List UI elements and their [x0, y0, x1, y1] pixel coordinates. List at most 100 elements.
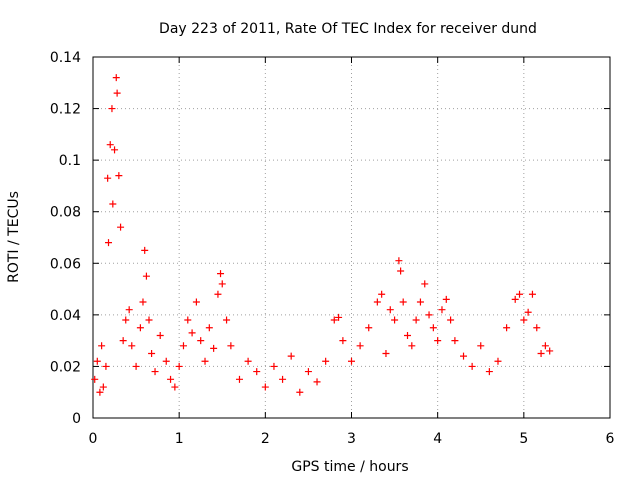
data-point — [404, 331, 412, 339]
data-point — [270, 362, 278, 370]
data-point — [386, 306, 394, 314]
x-tick-label: 0 — [89, 431, 98, 447]
data-point — [416, 298, 424, 306]
chart-title: Day 223 of 2011, Rate Of TEC Index for r… — [159, 21, 537, 37]
data-point — [322, 357, 330, 365]
data-point — [335, 313, 343, 321]
data-point — [111, 146, 119, 154]
data-point — [447, 316, 455, 324]
data-point — [175, 362, 183, 370]
data-point — [106, 141, 114, 149]
y-tick-label: 0.08 — [50, 205, 81, 221]
data-point — [356, 342, 364, 350]
data-point — [217, 270, 225, 278]
y-tick-label: 0.1 — [59, 153, 81, 169]
data-point — [451, 337, 459, 345]
data-point — [99, 383, 107, 391]
data-point — [485, 368, 493, 376]
data-point — [279, 375, 287, 383]
data-point — [429, 324, 437, 332]
data-point — [162, 357, 170, 365]
data-point — [102, 362, 110, 370]
data-point — [142, 272, 150, 280]
data-point — [296, 388, 304, 396]
data-point — [391, 316, 399, 324]
data-point — [139, 298, 147, 306]
data-point — [412, 316, 420, 324]
data-point — [167, 375, 175, 383]
x-tick-label: 2 — [261, 431, 270, 447]
data-point — [136, 324, 144, 332]
data-point — [373, 298, 381, 306]
data-point — [520, 316, 528, 324]
data-point — [122, 316, 130, 324]
x-axis-label: GPS time / hours — [291, 459, 408, 475]
data-point — [397, 267, 405, 275]
y-tick-label: 0.14 — [50, 50, 81, 66]
x-tick-labels: 0 1 2 3 4 5 6 — [89, 431, 615, 447]
data-point — [141, 246, 149, 254]
data-point — [287, 352, 295, 360]
data-point — [494, 357, 502, 365]
x-tick-label: 3 — [347, 431, 356, 447]
data-point — [109, 200, 117, 208]
data-point — [227, 342, 235, 350]
y-tick-label: 0.06 — [50, 256, 81, 272]
data-point — [511, 295, 519, 303]
data-point — [399, 298, 407, 306]
data-point — [339, 337, 347, 345]
data-point — [113, 89, 121, 97]
x-tick-label: 1 — [175, 431, 184, 447]
data-point — [533, 324, 541, 332]
data-point — [218, 280, 226, 288]
data-point — [112, 74, 120, 82]
data-point — [105, 239, 113, 247]
data-point — [197, 337, 205, 345]
data-point — [119, 337, 127, 345]
y-tick-labels: 0 0.02 0.04 0.06 0.08 0.1 0.12 0.14 — [50, 50, 81, 427]
data-point — [179, 342, 187, 350]
data-point — [503, 324, 511, 332]
data-point — [468, 362, 476, 370]
data-point — [438, 306, 446, 314]
data-point — [261, 383, 269, 391]
data-point — [188, 329, 196, 337]
data-point — [115, 172, 123, 180]
data-point — [223, 316, 231, 324]
x-tick-label: 6 — [606, 431, 615, 447]
data-point — [421, 280, 429, 288]
data-point — [145, 316, 153, 324]
data-point — [91, 375, 99, 383]
data-point — [235, 375, 243, 383]
data-point — [304, 368, 312, 376]
data-point — [128, 342, 136, 350]
data-point — [516, 290, 524, 298]
y-axis-label: ROTI / TECUs — [6, 191, 22, 283]
data-point — [546, 347, 554, 355]
y-tick-label: 0.12 — [50, 102, 81, 118]
data-points — [91, 74, 554, 396]
data-point — [395, 257, 403, 265]
data-point — [330, 316, 338, 324]
data-point — [442, 295, 450, 303]
data-point — [117, 223, 125, 231]
data-point — [151, 368, 159, 376]
data-point — [98, 342, 106, 350]
data-point — [148, 350, 156, 358]
data-point — [171, 383, 179, 391]
data-point — [96, 388, 104, 396]
data-point — [425, 311, 433, 319]
data-point — [348, 357, 355, 365]
data-point — [382, 350, 390, 358]
data-point — [125, 306, 133, 314]
data-point — [108, 105, 116, 113]
x-tick-label: 5 — [519, 431, 528, 447]
data-point — [132, 362, 140, 370]
data-point — [408, 342, 416, 350]
y-tick-label: 0.04 — [50, 308, 81, 324]
data-point — [528, 290, 536, 298]
x-tick-label: 4 — [433, 431, 442, 447]
data-point — [205, 324, 213, 332]
data-point — [192, 298, 200, 306]
